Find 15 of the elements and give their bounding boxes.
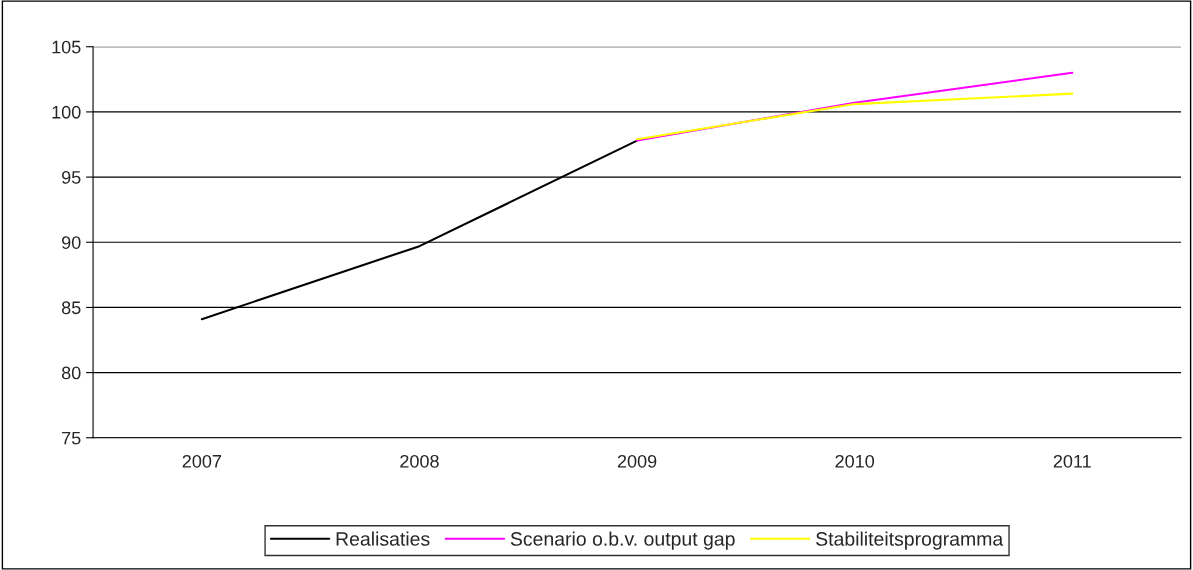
- legend-label: Realisaties: [336, 531, 430, 546]
- x-tick-label: 2008: [400, 454, 439, 468]
- x-tick-label: 2010: [835, 454, 875, 468]
- y-tick-label: 100: [52, 105, 81, 119]
- x-tick-label: 2009: [617, 454, 657, 468]
- y-tick-label: 95: [62, 171, 81, 184]
- legend-label: Scenario o.b.v. output gap: [510, 531, 735, 550]
- y-tick-label: 105: [52, 40, 81, 54]
- legend-label: Stabiliteitsprogramma: [816, 531, 1004, 550]
- x-tick-label: 2007: [182, 454, 222, 468]
- y-tick-label: 90: [62, 236, 81, 249]
- y-tick-label: 75: [62, 431, 81, 445]
- x-tick-label: 2011: [1053, 454, 1091, 468]
- y-tick-label: 80: [61, 366, 81, 380]
- y-tick-label: 85: [61, 301, 81, 315]
